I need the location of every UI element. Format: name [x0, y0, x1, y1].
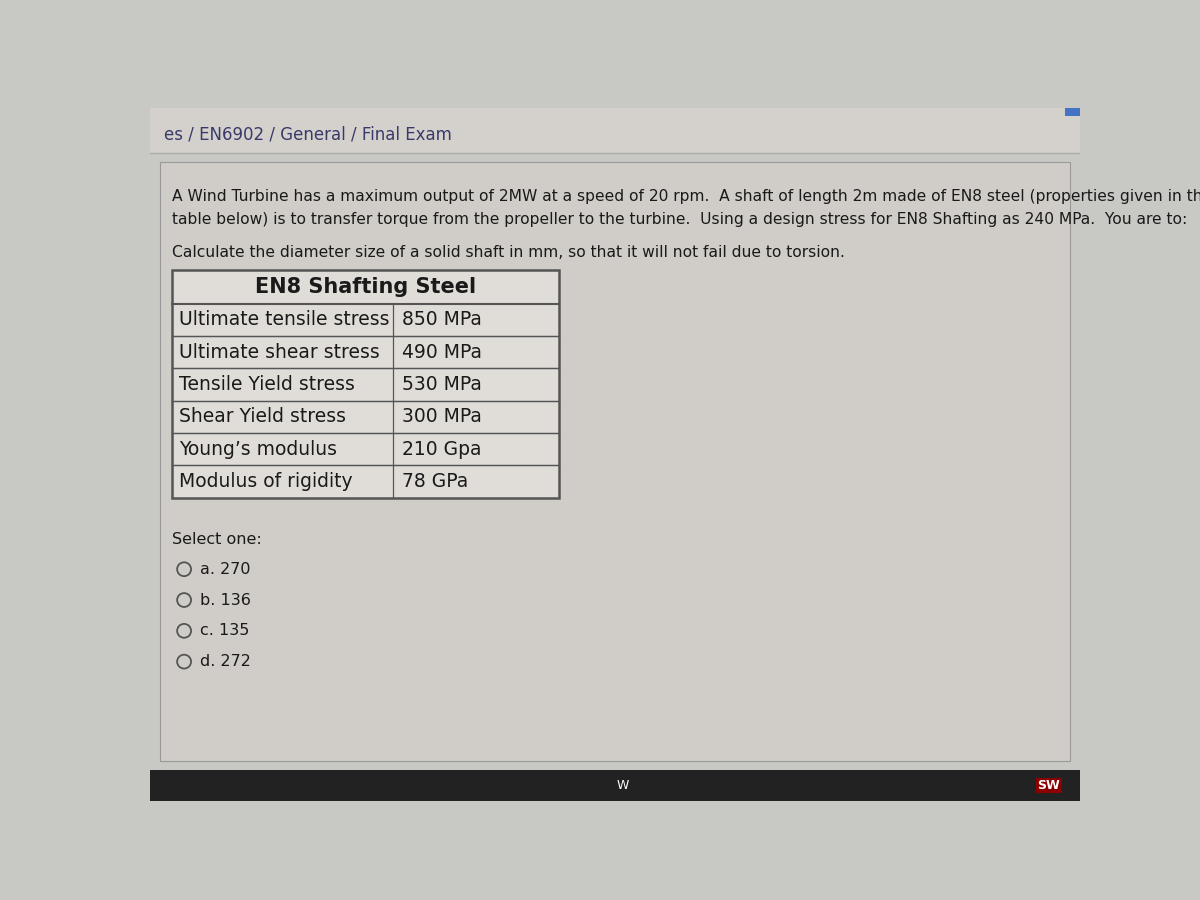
Text: b. 136: b. 136 [199, 592, 251, 608]
Bar [150, 108, 1080, 153]
Text: es / EN6902 / General / Final Exam: es / EN6902 / General / Final Exam [164, 125, 452, 143]
Bar [1064, 108, 1080, 116]
Text: Calculate the diameter size of a solid shaft in mm, so that it will not fail due: Calculate the diameter size of a solid s… [172, 246, 845, 260]
Text: Select one:: Select one: [172, 533, 262, 547]
Text: 78 GPa: 78 GPa [402, 472, 468, 491]
Text: Young’s modulus: Young’s modulus [180, 439, 337, 459]
Text: 300 MPa: 300 MPa [402, 408, 481, 427]
Text: a. 270: a. 270 [199, 562, 250, 577]
Text: W: W [617, 779, 629, 792]
Text: Ultimate shear stress: Ultimate shear stress [180, 343, 380, 362]
Text: 210 Gpa: 210 Gpa [402, 439, 481, 459]
Text: c. 135: c. 135 [199, 624, 248, 638]
Bar [172, 270, 559, 498]
Text: Modulus of rigidity: Modulus of rigidity [180, 472, 353, 491]
Text: EN8 Shafting Steel: EN8 Shafting Steel [254, 276, 476, 297]
Text: Tensile Yield stress: Tensile Yield stress [180, 375, 355, 394]
Text: A Wind Turbine has a maximum output of 2MW at a speed of 20 rpm.  A shaft of len: A Wind Turbine has a maximum output of 2… [172, 189, 1200, 204]
Text: 490 MPa: 490 MPa [402, 343, 482, 362]
Text: table below) is to transfer torque from the propeller to the turbine.  Using a d: table below) is to transfer torque from … [172, 212, 1187, 227]
Bar [150, 770, 1080, 801]
Text: d. 272: d. 272 [199, 654, 251, 669]
Text: Ultimate tensile stress: Ultimate tensile stress [180, 310, 390, 329]
Text: 850 MPa: 850 MPa [402, 310, 481, 329]
Bar [160, 162, 1070, 761]
Text: Shear Yield stress: Shear Yield stress [180, 408, 347, 427]
Text: 530 MPa: 530 MPa [402, 375, 481, 394]
Text: SW: SW [1038, 779, 1061, 792]
